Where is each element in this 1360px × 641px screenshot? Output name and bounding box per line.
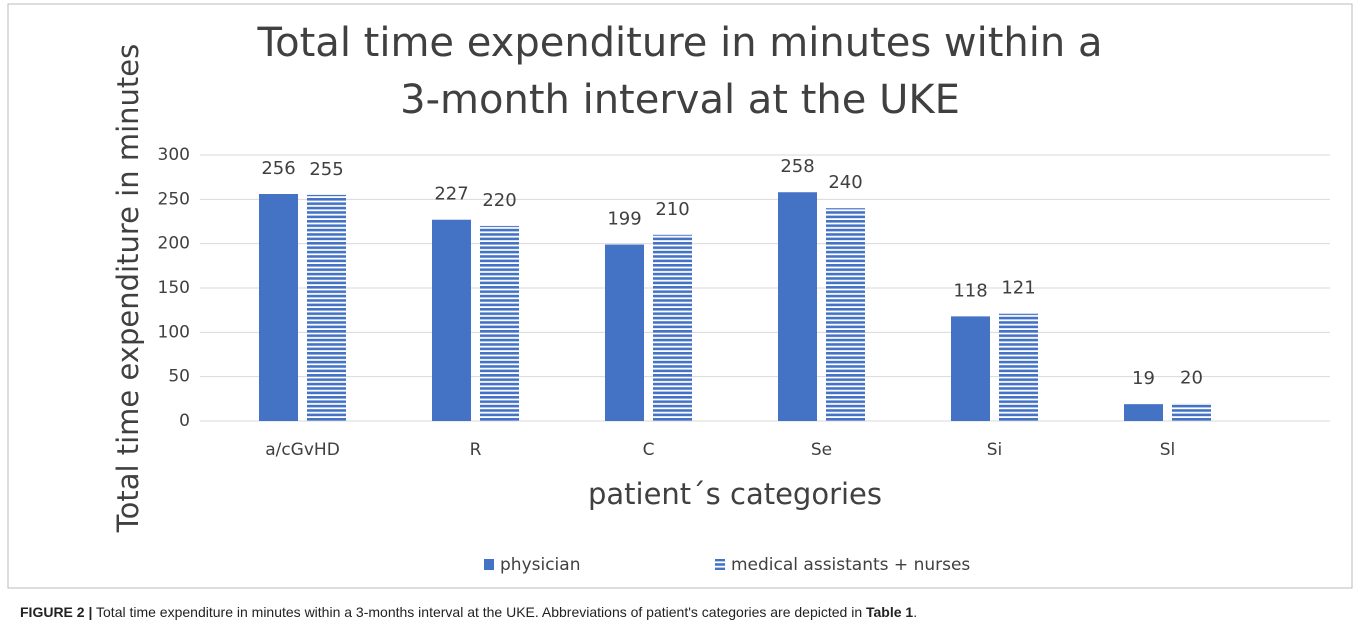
chart-title: Total time expenditure in minutes within… [257,20,1103,66]
bar [999,313,1038,421]
value-label: 118 [953,280,987,301]
legend-swatch [715,559,725,570]
bar [259,194,298,421]
bar [653,234,692,421]
y-axis-label: Total time expenditure in minutes [111,44,145,533]
y-tick-label: 300 [158,145,190,165]
value-label: 220 [482,190,516,211]
value-label: 121 [1001,278,1035,299]
value-label: 210 [655,199,689,220]
value-label: 19 [1132,368,1155,389]
bar [1172,403,1211,421]
value-label: 256 [261,158,295,179]
bar [826,208,865,421]
bar [951,316,990,421]
y-tick-label: 0 [179,411,190,431]
y-tick-label: 250 [158,189,190,209]
x-tick-label: a/cGvHD [265,440,340,460]
x-tick-label: R [470,440,482,460]
y-tick-label: 150 [158,278,190,298]
caption-text: Total time expenditure in minutes within… [92,604,866,620]
value-label: 258 [780,156,814,177]
y-tick-label: 200 [158,234,190,254]
caption: FIGURE 2 | Total time expenditure in min… [20,604,917,620]
x-axis-label: patient´s categories [588,477,882,511]
x-tick-label: C [643,440,655,460]
legend-swatch [484,559,494,570]
x-tick-label: Se [811,440,832,460]
bar [778,192,817,421]
figure-border [7,3,1353,589]
legend-label: physician [500,555,580,575]
bar [605,244,644,421]
chart-title: 3-month interval at the UKE [400,77,960,123]
bar [480,225,519,421]
value-label: 255 [309,159,343,180]
caption-end: . [913,604,917,620]
caption-label: FIGURE 2 | [20,604,92,620]
y-tick-label: 50 [168,367,190,387]
value-label: 20 [1180,367,1203,388]
value-label: 199 [607,209,641,230]
bar [432,219,471,421]
y-tick-label: 100 [158,322,190,342]
bar [1124,404,1163,421]
bar [307,194,346,421]
value-label: 240 [828,172,862,193]
value-label: 227 [434,184,468,205]
x-tick-label: Si [987,440,1003,460]
x-tick-label: Sl [1160,440,1176,460]
legend-label: medical assistants + nurses [731,555,970,575]
caption-ref: Table 1 [866,604,913,620]
